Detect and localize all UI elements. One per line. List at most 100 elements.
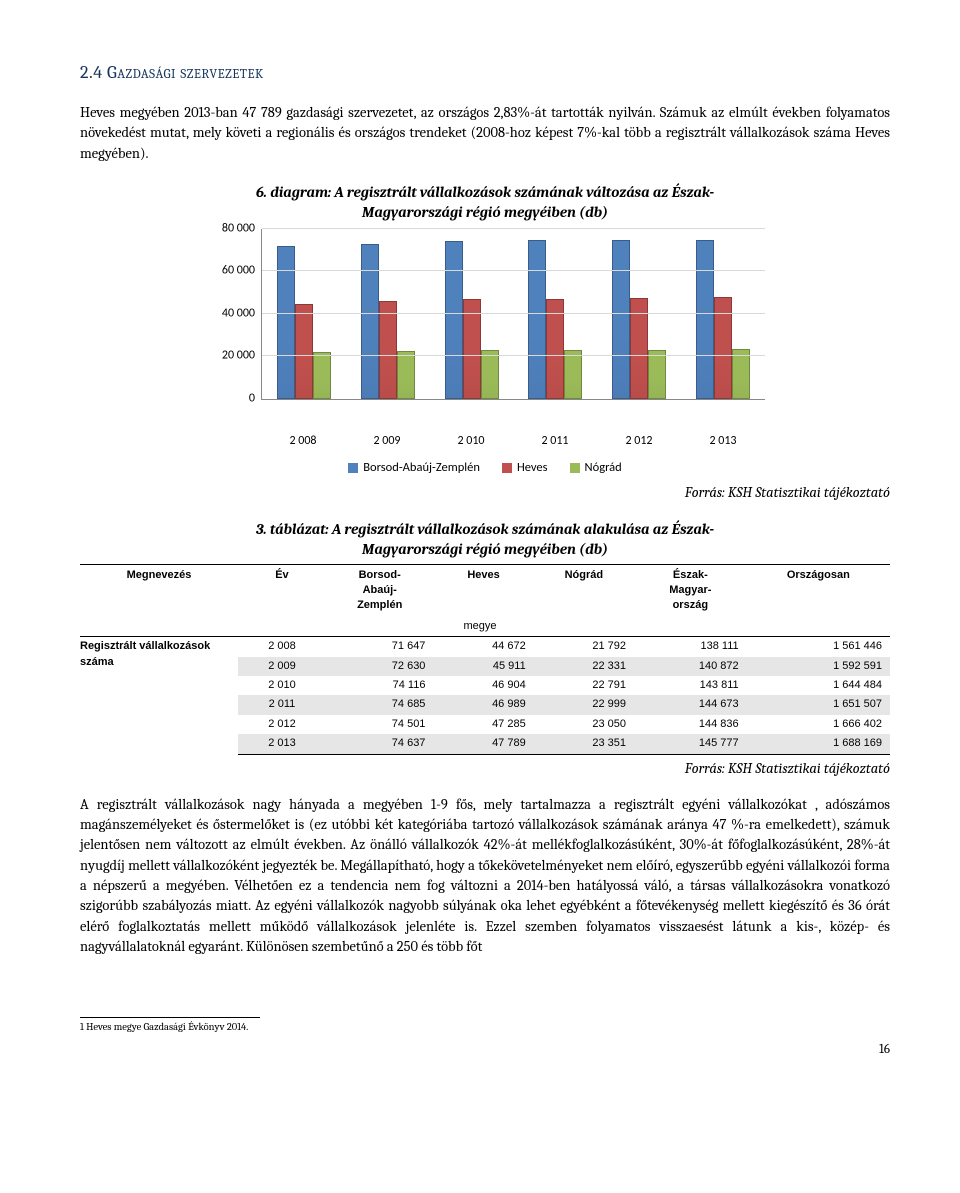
chart-legend: Borsod-Abaúj-Zemplén Heves Nógrád: [205, 459, 765, 477]
legend-item: Heves: [502, 459, 548, 477]
cell-year: 2 012: [238, 715, 326, 734]
x-axis: 2 0082 0092 0102 0112 0122 013: [261, 429, 765, 450]
footnote: 1 Heves megye Gazdasági Évkönyv 2014.: [80, 1017, 260, 1035]
cell-value: 74 116: [326, 676, 434, 695]
gridline: [262, 355, 765, 356]
gridline: [262, 270, 765, 271]
cell-year: 2 009: [238, 657, 326, 676]
th-orszagosan: Országosan: [747, 564, 890, 617]
bar: [379, 301, 397, 399]
legend-swatch: [570, 463, 580, 473]
th-nograd: Nógrád: [534, 564, 634, 617]
bar: [696, 240, 714, 399]
bar-group: [612, 240, 666, 398]
cell-year: 2 013: [238, 734, 326, 754]
y-tick-label: 20 000: [205, 348, 255, 365]
bar-group: [696, 240, 750, 399]
y-tick-label: 0: [205, 390, 255, 407]
cell-value: 143 811: [634, 676, 747, 695]
th-heves: Heves: [433, 564, 533, 617]
bar-group: [528, 240, 582, 399]
cell-year: 2 011: [238, 695, 326, 714]
cell-value: 47 789: [433, 734, 533, 754]
bar: [463, 299, 481, 399]
cell-value: 71 647: [326, 637, 434, 657]
x-tick-label: 2 010: [441, 433, 501, 450]
chart-title: 6. diagram: A regisztrált vállalkozások …: [80, 182, 890, 223]
chart-title-line1: 6. diagram: A regisztrált vállalkozások …: [256, 183, 714, 201]
gridline: [262, 313, 765, 314]
table-source: Forrás: KSH Statisztikai tájékoztató: [80, 759, 890, 779]
cell-value: 140 872: [634, 657, 747, 676]
chart-source: Forrás: KSH Statisztikai tájékoztató: [80, 483, 890, 503]
legend-swatch: [348, 463, 358, 473]
y-tick-label: 40 000: [205, 305, 255, 322]
cell-value: 45 911: [433, 657, 533, 676]
cell-value: 74 637: [326, 734, 434, 754]
y-tick-label: 60 000: [205, 263, 255, 280]
cell-value: 1 644 484: [747, 676, 890, 695]
cell-value: 46 989: [433, 695, 533, 714]
cell-year: 2 008: [238, 637, 326, 657]
x-tick-label: 2 009: [357, 433, 417, 450]
section-heading: 2.4 Gazdasági szervezetek: [80, 60, 890, 85]
cell-year: 2 010: [238, 676, 326, 695]
cell-value: 22 791: [534, 676, 634, 695]
bar: [648, 350, 666, 399]
th-borsod: Borsod-Abaúj-Zemplén: [326, 564, 434, 617]
cell-value: 144 836: [634, 715, 747, 734]
cell-value: 47 285: [433, 715, 533, 734]
table-row: Regisztrált vállalkozások száma2 00871 6…: [80, 637, 890, 657]
cell-value: 23 351: [534, 734, 634, 754]
bar: [445, 241, 463, 398]
bar: [732, 349, 750, 399]
legend-item: Nógrád: [570, 459, 622, 477]
cell-value: 22 331: [534, 657, 634, 676]
cell-value: 138 111: [634, 637, 747, 657]
x-tick-label: 2 011: [525, 433, 585, 450]
chart-title-line2: Magyarországi régió megyéiben (db): [362, 203, 608, 221]
y-axis: 020 00040 00060 00080 000: [205, 229, 261, 399]
legend-label: Heves: [517, 459, 548, 477]
cell-value: 22 999: [534, 695, 634, 714]
bar: [295, 304, 313, 399]
bar: [564, 350, 582, 399]
cell-value: 144 673: [634, 695, 747, 714]
table-title: 3. táblázat: A regisztrált vállalkozások…: [80, 519, 890, 560]
bar-group: [445, 241, 499, 398]
bar-chart: 020 00040 00060 00080 000 2 0082 0092 01…: [205, 229, 765, 477]
legend-label: Nógrád: [585, 459, 622, 477]
cell-value: 46 904: [433, 676, 533, 695]
legend-swatch: [502, 463, 512, 473]
th-sub-megye: megye: [326, 617, 634, 637]
legend-item: Borsod-Abaúj-Zemplén: [348, 459, 480, 477]
cell-value: 23 050: [534, 715, 634, 734]
paragraph-1: Heves megyében 2013-ban 47 789 gazdasági…: [80, 103, 890, 164]
th-eszak: Észak-Magyar-ország: [634, 564, 747, 617]
y-tick-label: 80 000: [205, 220, 255, 237]
gridline: [262, 228, 765, 229]
bar: [481, 350, 499, 398]
cell-value: 1 666 402: [747, 715, 890, 734]
paragraph-2: A regisztrált vállalkozások nagy hányada…: [80, 795, 890, 957]
cell-value: 21 792: [534, 637, 634, 657]
bar: [361, 244, 379, 398]
cell-value: 1 651 507: [747, 695, 890, 714]
x-tick-label: 2 008: [273, 433, 333, 450]
data-table: Megnevezés Év Borsod-Abaúj-Zemplén Heves…: [80, 564, 890, 755]
cell-value: 74 685: [326, 695, 434, 714]
bar: [397, 351, 415, 398]
cell-value: 1 688 169: [747, 734, 890, 754]
cell-value: 145 777: [634, 734, 747, 754]
page-number: 16: [80, 1041, 890, 1059]
plot-area: [261, 229, 765, 400]
cell-value: 74 501: [326, 715, 434, 734]
table-title-line2: Magyarországi régió megyéiben (db): [362, 540, 608, 558]
legend-label: Borsod-Abaúj-Zemplén: [363, 459, 480, 477]
bar: [546, 299, 564, 399]
table-title-line1: 3. táblázat: A regisztrált vállalkozások…: [256, 520, 714, 538]
cell-value: 1 592 591: [747, 657, 890, 676]
bar: [313, 352, 331, 398]
th-megnevezes: Megnevezés: [80, 564, 238, 617]
cell-value: 72 630: [326, 657, 434, 676]
